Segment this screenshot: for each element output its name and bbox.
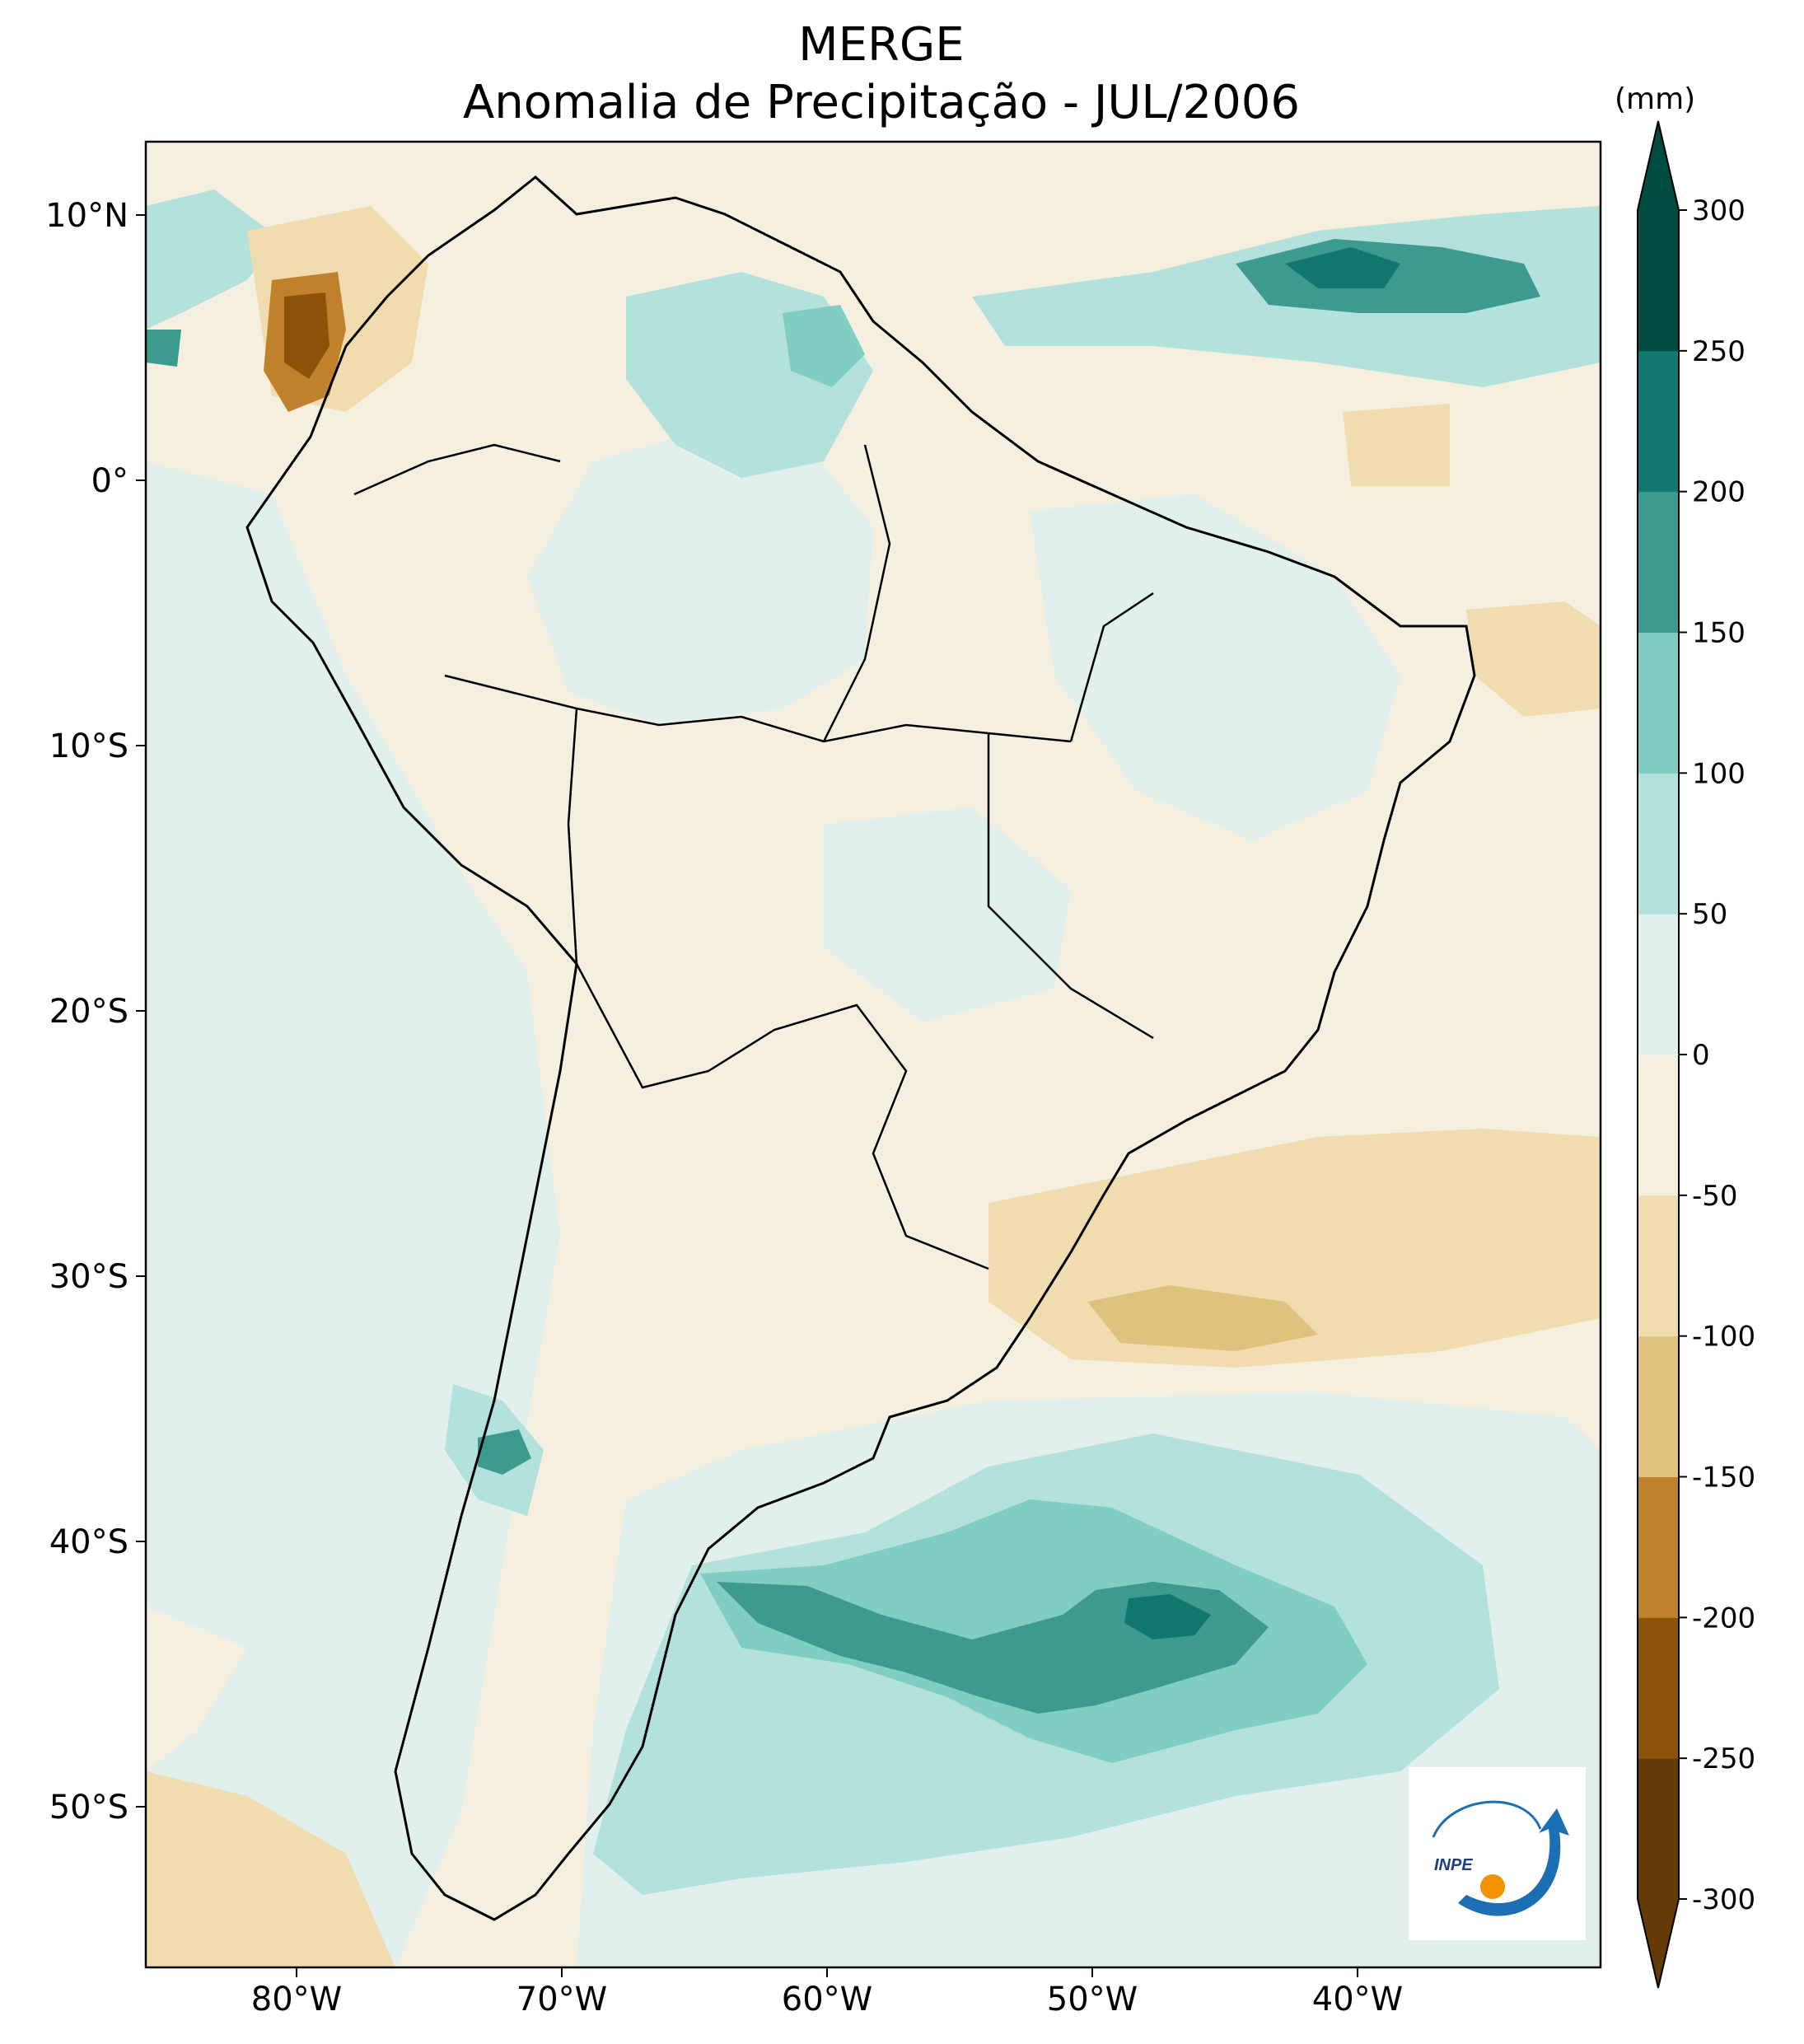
logo-sun-icon [1480,1874,1505,1899]
colorbar-segment [1638,632,1679,774]
colorbar-segment [1638,1055,1679,1196]
country-borders [353,443,1154,1270]
anomaly-patch-atlantic-east [1466,601,1601,717]
lon-label: 50°W [1047,1981,1138,2018]
map-title: MERGE [798,18,965,72]
map-frame [144,140,1602,1969]
colorbar-segment [1638,1195,1679,1337]
logo-text: INPE [1434,1856,1473,1874]
lon-label: 70°W [516,1981,607,2018]
longitude-ticks [296,1967,1358,1977]
south-america-outline [245,175,1476,1921]
colorbar-label: 100 [1692,757,1746,790]
longitude-labels: 80°W 70°W 60°W 50°W 40°W [251,1981,1403,2018]
colorbar-min-extension [1638,1899,1679,1988]
lat-label: 30°S [49,1258,129,1296]
anomaly-patch-itcz-core [1285,247,1400,288]
anomaly-patch-southeast-atlantic-dark [1087,1285,1318,1351]
anomaly-patch-colombia-dark-2 [284,292,329,379]
colorbar-units: (mm) [1615,82,1696,116]
colorbar-segment [1638,1758,1679,1900]
anomaly-field [146,189,1601,1967]
colorbar-segment [1638,1335,1679,1477]
colorbar-label: 0 [1692,1039,1710,1072]
colorbar-segment [1638,1476,1679,1618]
lat-label: 0° [91,462,129,500]
colorbar-label: -150 [1692,1462,1755,1494]
logo-arc-icon [1432,1800,1542,1838]
lat-label: 40°S [49,1523,129,1561]
colorbar-segment [1638,773,1679,914]
anomaly-patch-guiana [783,305,865,387]
colorbar-label: -50 [1692,1180,1738,1213]
latitude-labels: 10°N 0° 10°S 20°S 30°S 40°S 50°S [45,197,129,1827]
logo-arrow-icon [1458,1808,1569,1916]
anomaly-patch-caribbean-dark [146,330,181,367]
colorbar: -300 -250 -200 -150 -100 -50 0 50 100 150 200 250 30… [1637,120,1755,1989]
anomaly-patch-northeast-brazil [1030,494,1400,840]
anomaly-patch-south-atlantic-200 [1124,1594,1211,1639]
latitude-ticks [136,214,146,1808]
map-subtitle: Anomalia de Precipitação - JUL/2006 [463,76,1300,129]
colorbar-segment [1638,350,1679,493]
lon-label: 80°W [251,1981,342,2018]
colorbar-segment [1638,914,1679,1055]
anomaly-patch-amazon [527,428,873,725]
colorbar-label: 200 [1692,476,1746,509]
colorbar-label: -300 [1692,1883,1755,1916]
colorbar-label: 250 [1692,335,1746,368]
colorbar-max-extension [1638,121,1679,210]
inpe-logo: INPE [1409,1767,1586,1940]
anomaly-patch-west-coast [146,461,560,1967]
anomaly-patch-central-brazil [824,807,1071,1022]
lat-label: 10°S [49,727,129,765]
lon-label: 40°W [1312,1981,1403,2018]
colorbar-label: 50 [1692,898,1727,931]
anomaly-patch-andes-south-dark [478,1429,531,1475]
colorbar-label: 300 [1692,194,1746,227]
lat-label: 50°S [49,1789,129,1827]
colorbar-label: -200 [1692,1602,1755,1635]
anomaly-patch-caribbean [146,189,280,330]
colorbar-segment [1638,491,1679,633]
colorbar-label: -100 [1692,1321,1755,1354]
lat-label: 20°S [49,993,129,1031]
lat-label: 10°N [45,197,129,235]
colorbar-label: -250 [1692,1742,1755,1775]
colorbar-label: 150 [1692,617,1746,650]
anomaly-patch-equatorial-atlantic [1343,404,1450,486]
colorbar-segment [1638,210,1679,352]
colorbar-segment [1638,1617,1679,1759]
anomaly-patch-south-pacific [146,1771,395,1967]
lon-label: 60°W [782,1981,872,2018]
